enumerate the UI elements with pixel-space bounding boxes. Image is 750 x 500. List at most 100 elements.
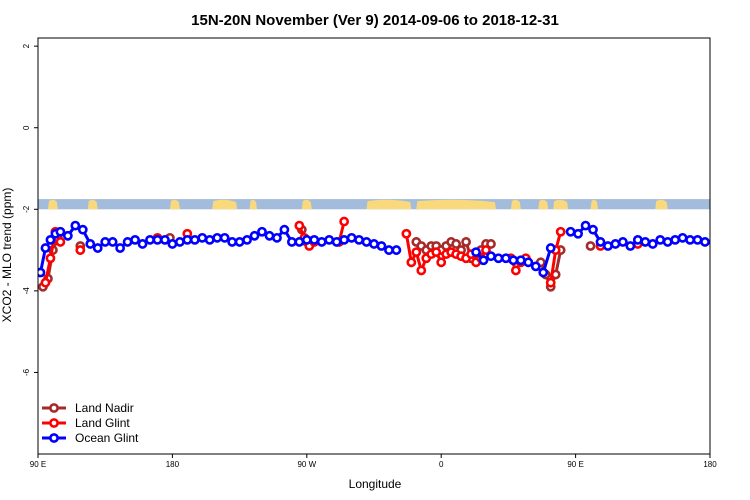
legend-marker: [49, 433, 59, 443]
data-point: [588, 224, 598, 235]
data-point: [301, 234, 312, 245]
data-point: [580, 220, 591, 231]
data-point: [545, 243, 556, 253]
data-point: [530, 261, 541, 272]
data-point: [508, 255, 519, 266]
data-point: [411, 247, 422, 258]
data-point: [152, 234, 163, 245]
legend-label: Ocean Glint: [75, 431, 139, 445]
data-point: [585, 241, 596, 251]
land-area: [249, 199, 258, 210]
x-tick-label: 0: [439, 460, 444, 469]
data-point: [100, 237, 111, 247]
x-tick-label: 180: [703, 460, 717, 469]
data-point: [647, 239, 658, 249]
data-point: [354, 234, 364, 245]
data-point: [501, 253, 511, 264]
series-land-glint: [40, 216, 643, 288]
land-area: [655, 199, 668, 210]
data-point: [122, 237, 133, 247]
data-point: [40, 243, 51, 253]
y-tick-label: -4: [22, 287, 31, 295]
data-point: [555, 226, 566, 237]
data-point: [174, 237, 185, 247]
data-point: [70, 220, 81, 231]
data-point: [234, 237, 245, 247]
map-strip: [38, 199, 710, 210]
data-point: [670, 234, 681, 245]
series-ocean-glint: [38, 220, 710, 278]
data-point: [461, 237, 471, 247]
y-tick-label: -6: [22, 368, 31, 376]
data-point: [478, 255, 489, 266]
data-point: [107, 237, 118, 247]
legend-marker: [49, 418, 59, 428]
data-point: [662, 237, 673, 247]
data-point: [145, 234, 155, 245]
data-point: [346, 232, 357, 243]
data-point: [515, 255, 526, 266]
data-point: [339, 216, 350, 227]
data-point: [523, 257, 534, 268]
y-axis-label: XCO2 - MLO trend (ppm): [0, 188, 14, 323]
data-point: [137, 239, 148, 249]
data-point: [309, 234, 320, 245]
y-tick-label: 0: [22, 125, 31, 130]
data-point: [436, 257, 447, 268]
data-point: [603, 241, 613, 251]
land-area: [47, 199, 58, 210]
data-point: [257, 226, 267, 237]
data-point: [406, 257, 417, 268]
data-point: [264, 230, 275, 241]
land-area: [87, 199, 98, 210]
data-point: [167, 239, 178, 249]
data-point: [249, 230, 260, 241]
data-point: [62, 230, 73, 241]
land-area: [169, 199, 180, 210]
land-area: [590, 199, 598, 210]
legend-label: Land Nadir: [75, 401, 134, 415]
data-point: [75, 245, 86, 255]
plot-frame: [37, 37, 711, 455]
data-point: [227, 237, 238, 247]
data-point: [685, 234, 695, 245]
data-point: [45, 253, 56, 264]
data-point: [324, 234, 335, 245]
data-point: [595, 237, 606, 247]
data-point: [38, 267, 46, 278]
data-point: [486, 239, 496, 249]
data-point: [55, 237, 66, 247]
data-point: [361, 237, 372, 247]
legend-label: Land Glint: [75, 416, 130, 430]
data-point: [391, 245, 402, 255]
data-point: [655, 234, 666, 245]
land-area: [510, 199, 521, 210]
data-point: [160, 234, 170, 245]
data-point: [481, 245, 491, 255]
data-point: [212, 232, 223, 243]
chart-title: 15N-20N November (Ver 9) 2014-09-06 to 2…: [191, 12, 559, 29]
land-area: [553, 199, 569, 210]
data-point: [130, 234, 140, 245]
x-tick-label: 180: [166, 460, 180, 469]
data-point: [92, 243, 103, 253]
data-point: [486, 251, 496, 262]
data-point: [565, 226, 576, 237]
data-point: [538, 267, 549, 278]
series-layer: [38, 216, 710, 292]
data-point: [416, 265, 427, 276]
data-point: [632, 234, 643, 245]
data-point: [55, 226, 66, 237]
data-point: [431, 247, 442, 258]
x-axis: 90 E 180 90 W 0 90 E 180: [30, 454, 717, 469]
data-point: [384, 245, 394, 255]
x-tick-label: 90 W: [297, 460, 316, 469]
data-point: [376, 241, 387, 251]
data-point: [294, 220, 305, 231]
data-point: [115, 243, 126, 253]
data-point: [339, 234, 350, 245]
y-tick-label: 2: [22, 43, 31, 48]
data-point: [219, 232, 230, 243]
